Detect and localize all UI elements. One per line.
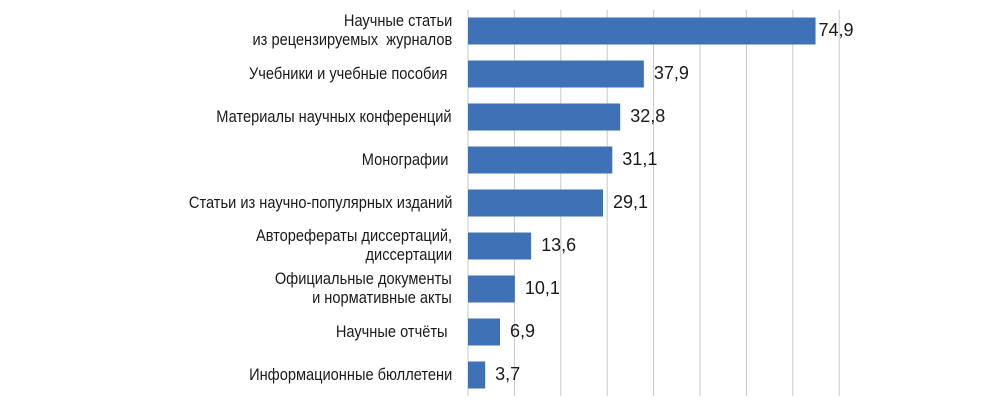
- bar: [468, 103, 621, 131]
- category-label: Научные статьи из рецензируемых журналов: [252, 11, 452, 49]
- data-label: 10,1: [524, 278, 560, 298]
- bar: [468, 361, 486, 389]
- data-label: 3,7: [495, 364, 521, 384]
- category-label: Монографии: [361, 149, 452, 169]
- data-label: 74,9: [818, 20, 854, 40]
- category-label: Научные отчёты: [336, 321, 452, 341]
- bar: [468, 146, 613, 174]
- category-label: Официальные документы и нормативные акты: [275, 269, 452, 307]
- bar: [468, 275, 515, 303]
- category-label: Материалы научных конференций: [216, 106, 452, 126]
- bar: [468, 60, 644, 88]
- data-label: 32,8: [630, 106, 666, 126]
- category-label: Информационные бюллетени: [248, 364, 452, 384]
- data-label: 37,9: [653, 63, 689, 83]
- data-label: 6,9: [510, 321, 536, 341]
- bar: [468, 17, 816, 45]
- data-label: 13,6: [541, 235, 577, 255]
- bar: [468, 189, 604, 217]
- data-label: 31,1: [622, 149, 658, 169]
- category-label: Статьи из научно-популярных изданий: [188, 192, 452, 212]
- category-label: Авторефераты диссертаций, диссертации: [255, 226, 452, 264]
- bar: [468, 318, 501, 346]
- category-label: Учебники и учебные пособия: [249, 63, 452, 83]
- data-label: 29,1: [613, 192, 649, 212]
- bar: [468, 232, 532, 260]
